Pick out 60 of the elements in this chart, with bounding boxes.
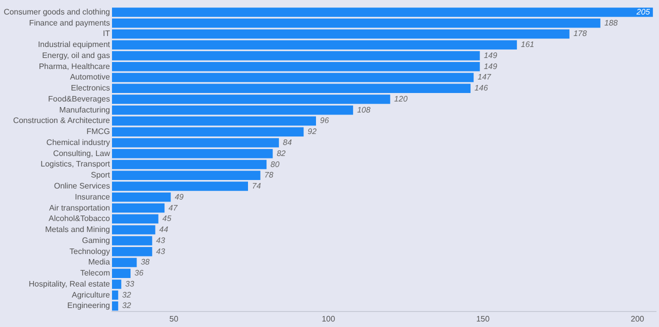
data-label: 147 [478,72,492,82]
y-tick-label: Chemical industry [46,138,110,147]
data-label: 146 [474,84,488,93]
y-tick-label: Manufacturing [59,105,110,114]
data-label: 96 [320,116,330,126]
data-label: 49 [174,192,184,202]
y-tick-label: Metals and Mining [45,225,110,234]
x-tick-label: 50 [169,314,179,324]
y-tick-label: Alcohol&Tobacco [48,214,111,224]
data-label: 74 [252,182,262,191]
data-label: 84 [282,138,292,147]
y-tick-label: Pharma, Healthcare [38,62,111,71]
y-tick-label: Consulting, Law [53,148,110,158]
y-tick-label: Media [88,258,111,267]
data-label: 32 [122,290,132,300]
y-tick-label: Agriculture [72,290,111,300]
data-label: 120 [394,94,408,104]
y-tick-label: FMCG [86,127,110,136]
y-tick-label: Logistics, Transport [40,160,111,169]
data-label: 188 [604,18,618,28]
y-tick-label: Air transportation [49,203,110,212]
x-tick-label: 100 [322,314,336,324]
data-label: 43 [156,246,166,256]
y-tick-label: Food&Beverages [48,94,110,104]
y-tick-label: Insurance [74,192,111,202]
y-tick-label: Construction & Architecture [13,116,111,126]
data-label: 78 [264,170,274,180]
data-label: 80 [270,160,280,169]
x-tick-label: 200 [630,314,645,324]
data-label: 82 [276,148,286,158]
data-label: 33 [125,279,135,288]
y-tick-label: Technology [70,246,110,256]
y-tick-label: Hospitality, Real estate [28,279,111,288]
data-label: 178 [573,29,588,38]
y-tick-label: Automotive [70,72,111,82]
data-label: 36 [134,268,144,278]
data-label: 38 [140,258,150,267]
data-label: 44 [159,225,169,234]
y-tick-label: Sport [90,170,111,180]
y-tick-label: Gaming [82,236,110,245]
data-label: 45 [162,214,172,224]
data-label: 32 [122,301,132,310]
y-tick-label: Finance and payments [29,18,110,28]
y-tick-label: Engineering [67,301,110,310]
y-tick-label: Consumer goods and clothing [4,7,110,16]
y-tick-label: Telecom [80,268,110,278]
data-label: 92 [308,127,318,136]
data-label: 161 [520,40,534,50]
y-tick-label: Industrial equipment [38,40,111,50]
y-tick-label: Online Services [54,182,110,190]
data-label: 149 [484,50,498,60]
x-tick-label: 150 [476,314,490,324]
y-tick-label: IT [102,29,110,38]
data-label: 47 [168,203,178,212]
y-tick-label: Energy, oil and gas [42,50,110,60]
y-tick-label: Electronics [70,84,110,93]
data-label: 43 [156,236,166,245]
data-label: 205 [636,7,650,16]
data-label: 108 [357,105,371,114]
data-label: 149 [484,62,498,71]
